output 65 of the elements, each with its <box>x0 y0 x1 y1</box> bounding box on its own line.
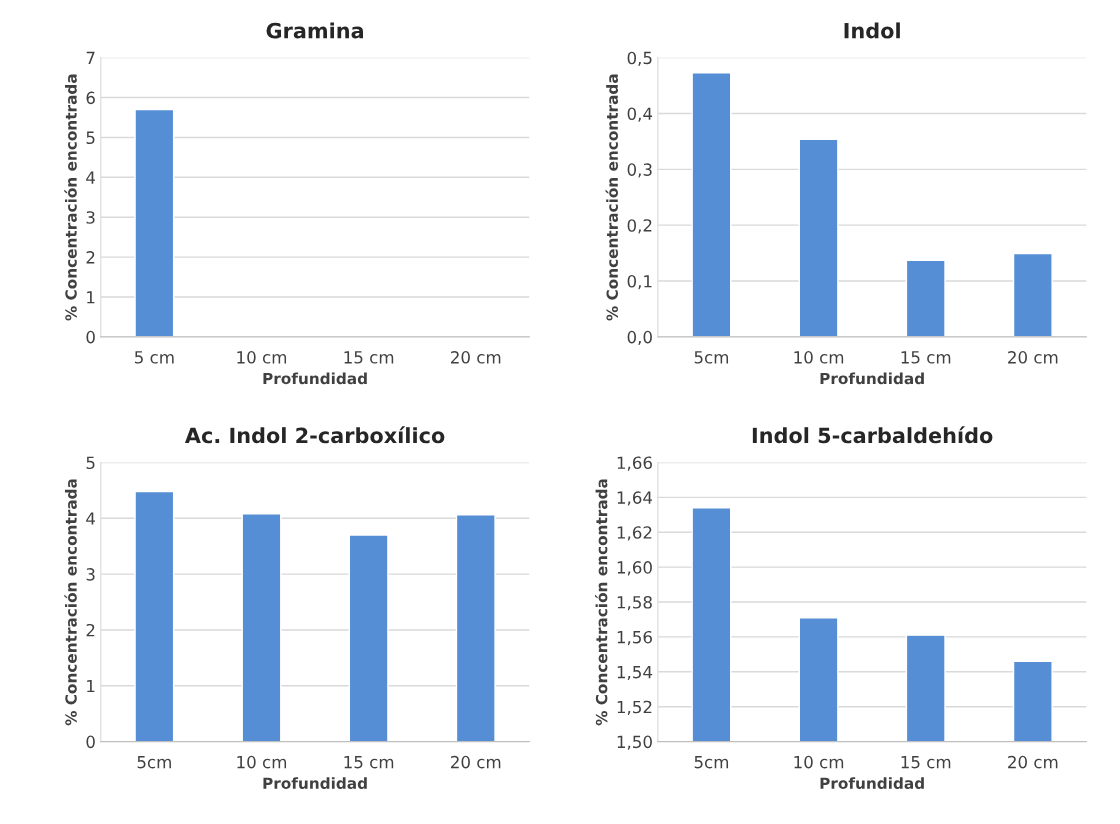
y-tick-label: 1,64 <box>617 491 653 506</box>
y-tick-label: 4 <box>86 171 95 184</box>
y-tick-label: 7 <box>86 51 95 65</box>
x-axis-title: Profundidad <box>820 372 924 385</box>
y-tick-label: 3 <box>86 211 95 224</box>
x-axis-title: Profundidad <box>263 372 367 385</box>
bar <box>455 514 496 742</box>
x-tick-label: 20 cm <box>1008 755 1058 769</box>
bar <box>798 138 839 337</box>
x-tick-label: 10 cm <box>237 351 287 364</box>
y-tick-label: 0 <box>86 330 95 344</box>
x-tick-label: 10 cm <box>794 755 844 769</box>
x-tick-label: 15 cm <box>901 351 951 364</box>
chart-title: Gramina <box>266 22 364 39</box>
x-tick-label: 20 cm <box>1008 351 1058 364</box>
x-axis-title: Profundidad <box>263 777 367 789</box>
y-tick-label: 5 <box>86 131 95 145</box>
y-tick-label: 0,0 <box>627 330 652 346</box>
y-tick-label: 1,60 <box>617 561 652 576</box>
bar <box>134 490 175 742</box>
y-axis-title: % Concentración encontrada <box>64 479 77 726</box>
x-tick-label: 20 cm <box>451 755 501 769</box>
x-tick-label: 5cm <box>137 756 171 769</box>
y-tick-label: 5 <box>86 456 95 470</box>
x-tick-label: 20 cm <box>451 351 501 364</box>
y-tick-label: 0,5 <box>627 51 652 66</box>
x-tick-label: 5cm <box>694 351 729 364</box>
y-tick-label: 1 <box>87 291 95 304</box>
x-tick-label: 15 cm <box>344 351 394 364</box>
y-tick-label: 3 <box>86 568 95 581</box>
x-tick-label: 5cm <box>694 756 729 769</box>
chart-title: Indol 5-carbaldehído <box>752 426 993 444</box>
y-tick-label: 1,66 <box>617 456 652 471</box>
y-tick-label: 6 <box>86 91 95 105</box>
bar <box>905 259 946 337</box>
bar <box>241 513 282 742</box>
y-tick-label: 0,3 <box>627 163 652 178</box>
y-axis-title: % Concentración encontrada <box>605 74 618 321</box>
y-tick-label: 0,1 <box>627 274 652 290</box>
y-tick-label: 0 <box>86 735 95 749</box>
x-axis-title: Profundidad <box>820 777 924 789</box>
bar <box>348 534 389 742</box>
y-tick-label: 0,4 <box>627 107 653 122</box>
x-tick-label: 10 cm <box>237 755 287 769</box>
y-tick-label: 2 <box>86 623 95 637</box>
y-tick-label: 1,56 <box>617 630 652 646</box>
x-tick-label: 15 cm <box>901 756 951 769</box>
y-axis-title: % Concentración encontrada <box>594 479 608 726</box>
x-tick-label: 10 cm <box>794 351 844 364</box>
y-axis-title: % Concentración encontrada <box>64 74 77 321</box>
y-tick-label: 2 <box>86 251 95 264</box>
y-tick-label: 1,54 <box>617 665 653 681</box>
y-tick-label: 1,62 <box>617 526 652 541</box>
x-tick-label: 5 cm <box>135 351 174 364</box>
bar <box>1012 252 1053 337</box>
y-tick-label: 0,2 <box>627 219 652 234</box>
x-tick-label: 15 cm <box>344 756 394 769</box>
y-tick-label: 1 <box>87 679 95 693</box>
chart-title: Ac. Indol 2-carboxílico <box>184 426 445 444</box>
chart-title: Indol <box>844 22 900 39</box>
y-tick-label: 1,50 <box>617 735 652 750</box>
y-tick-label: 1,58 <box>617 595 652 611</box>
bar <box>691 72 732 337</box>
y-tick-label: 4 <box>86 512 95 525</box>
y-tick-label: 1,52 <box>617 700 652 715</box>
